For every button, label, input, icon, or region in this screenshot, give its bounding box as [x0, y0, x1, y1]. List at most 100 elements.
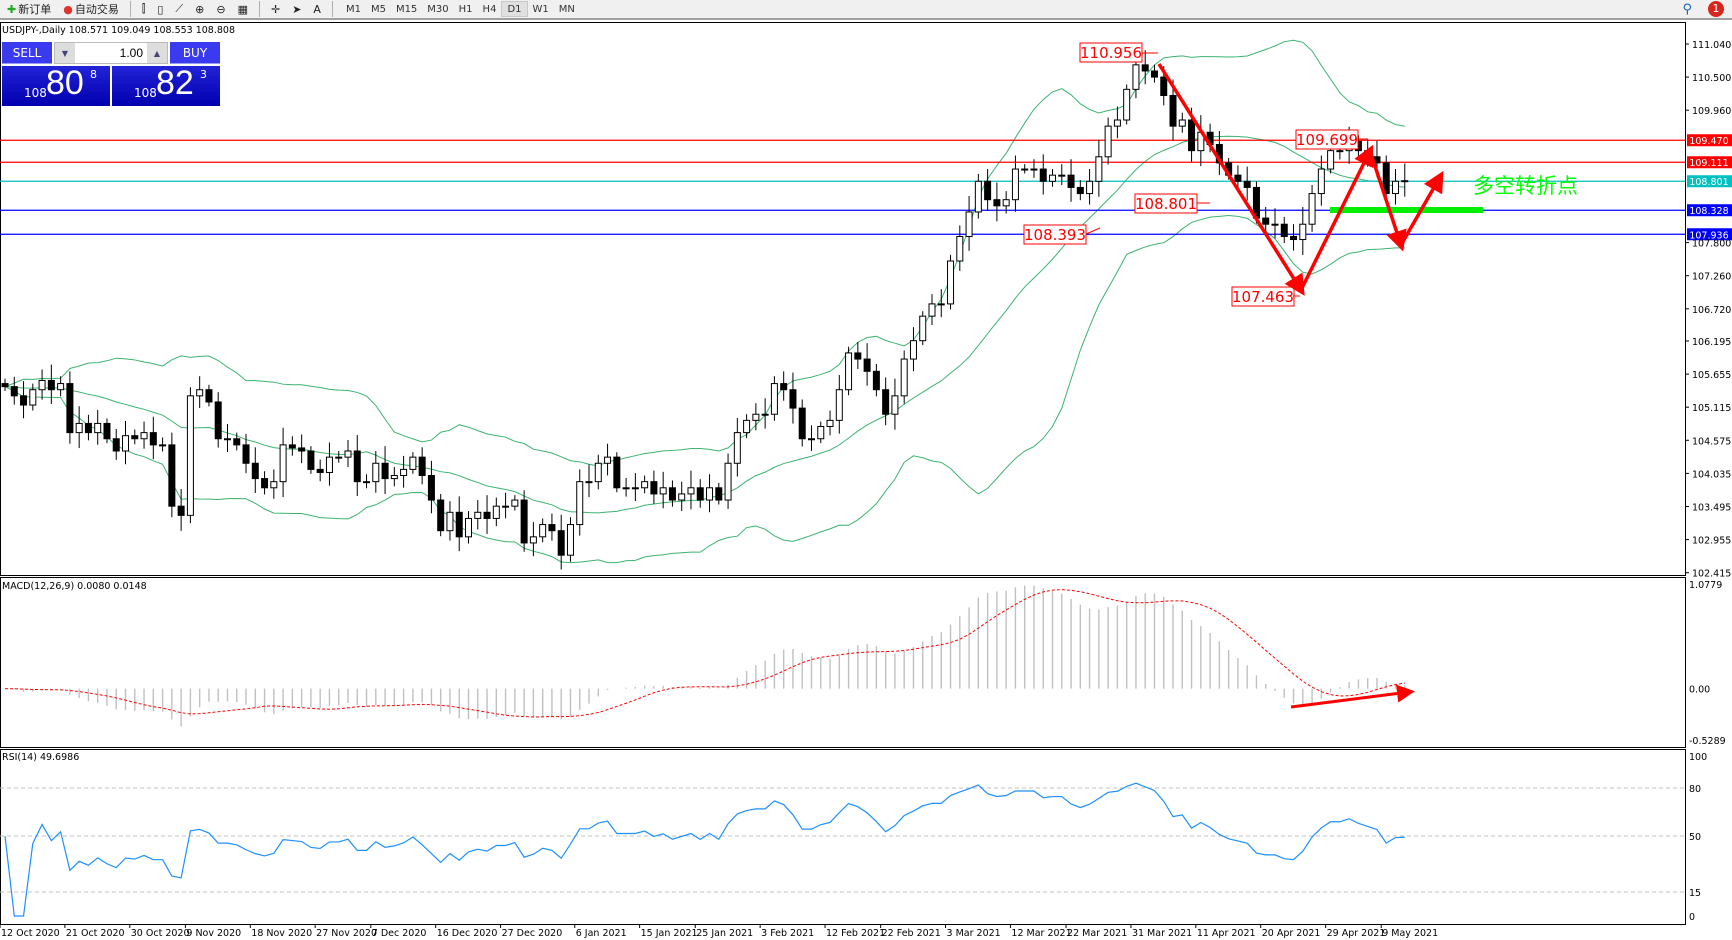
candle: [733, 417, 741, 477]
candle-body: [492, 505, 500, 519]
price-axis-label: 106.720: [1692, 305, 1731, 316]
timeframe-m15[interactable]: M15: [395, 3, 418, 15]
candle-body: [251, 462, 259, 480]
candle: [196, 376, 204, 408]
decrease-lot-button[interactable]: ▼: [55, 43, 75, 63]
price-axis-label: 107.260: [1692, 272, 1731, 283]
date-axis-label: 15 Jan 2021: [641, 928, 698, 939]
candle-body: [372, 462, 380, 483]
macd-axis-label: 1.0779: [1689, 580, 1722, 591]
macd-label: MACD(12,26,9) 0.0080 0.0148: [2, 581, 147, 592]
candle: [1076, 180, 1084, 201]
buy-button[interactable]: BUY: [170, 42, 220, 64]
date-axis-label: 18 Nov 2020: [251, 928, 312, 939]
candle: [1262, 207, 1270, 235]
candle: [502, 492, 510, 519]
cursor-button[interactable]: ➤: [292, 2, 302, 16]
notification-badge[interactable]: 1: [1708, 1, 1724, 17]
timeframe-w1[interactable]: W1: [532, 3, 549, 15]
line-chart-button[interactable]: ⟋: [175, 2, 184, 15]
candle-body: [1058, 174, 1066, 177]
candle: [242, 433, 250, 474]
rsi-axis-label: 15: [1689, 888, 1701, 899]
candle-body: [1299, 223, 1307, 241]
bb-lower: [4, 214, 1405, 564]
timeframe-m30[interactable]: M30: [427, 3, 449, 15]
timeframe-mn[interactable]: MN: [558, 3, 575, 15]
candle-body: [112, 438, 120, 452]
candle: [10, 376, 18, 405]
candle: [131, 429, 139, 445]
sell-price[interactable]: 108 80 8: [2, 64, 110, 106]
price-tag-label: 107.936: [1689, 230, 1728, 241]
macd-signal-line: [4, 589, 1405, 718]
date-axis-label: 21 Oct 2020: [66, 928, 125, 939]
candle-body: [1262, 217, 1270, 225]
candle-body: [613, 456, 621, 489]
candle: [789, 372, 797, 424]
candle-body: [1067, 174, 1075, 188]
tile-windows-button[interactable]: ▦: [237, 2, 248, 16]
price-tag-label: 109.470: [1689, 136, 1728, 147]
zoom-in-button[interactable]: ⊕: [195, 2, 205, 16]
candle: [817, 421, 825, 444]
candle: [520, 490, 528, 552]
candle: [1113, 106, 1121, 139]
candle-body: [659, 487, 667, 495]
crosshair-button[interactable]: ✛: [270, 2, 281, 16]
candle-body: [1076, 186, 1084, 195]
candle: [566, 517, 574, 562]
trend-arrow: [1299, 144, 1374, 291]
candle: [233, 432, 241, 451]
candle: [882, 377, 890, 426]
candle-body: [186, 395, 194, 516]
candle-body: [1002, 199, 1010, 207]
new-order-button[interactable]: ✚ 新订单: [7, 2, 52, 17]
timeframe-h1[interactable]: H1: [458, 3, 473, 15]
search-icon[interactable]: ⚲: [1682, 1, 1692, 17]
candle-body: [1123, 88, 1131, 121]
date-axis-label: 12 Feb 2021: [826, 928, 885, 939]
zoom-out-button[interactable]: ⊖: [216, 2, 226, 16]
auto-trading-button[interactable]: ● 自动交易: [63, 2, 119, 17]
date-axis-label: 6 Jan 2021: [576, 928, 627, 939]
candle-body: [668, 487, 676, 501]
bar-chart-button[interactable]: ⫿: [141, 2, 146, 15]
timeframe-m1[interactable]: M1: [345, 3, 361, 15]
price-axis-label: 107.800: [1692, 239, 1731, 250]
candle-body: [1104, 125, 1112, 158]
timeframe-d1[interactable]: D1: [501, 1, 528, 17]
timeframe-m5[interactable]: M5: [370, 3, 386, 15]
candle: [974, 173, 982, 219]
candle-body: [10, 386, 18, 397]
buy-price[interactable]: 108 82 3: [112, 64, 220, 106]
candle-body: [1327, 150, 1335, 170]
candle-body: [483, 511, 491, 519]
candle: [585, 464, 593, 498]
lot-input[interactable]: [75, 46, 147, 60]
candle-body: [465, 517, 472, 538]
candle-body: [223, 438, 231, 441]
text-tool-button[interactable]: A: [313, 2, 321, 16]
candle: [1141, 50, 1149, 85]
candle: [743, 414, 751, 439]
timeframe-h4[interactable]: H4: [482, 3, 497, 15]
candle-body: [1049, 174, 1057, 182]
rsi-axis-label: 80: [1689, 784, 1701, 795]
candlestick-button[interactable]: ▯: [157, 2, 164, 16]
sell-button[interactable]: SELL: [2, 42, 52, 64]
candle: [937, 289, 945, 318]
candle: [863, 343, 871, 386]
candle: [1327, 145, 1335, 174]
turning-point-bar: [1330, 207, 1483, 213]
increase-lot-button[interactable]: ▲: [147, 43, 167, 63]
candle-body: [390, 475, 398, 480]
date-axis-label: 12 Oct 2020: [1, 928, 60, 939]
candle-body: [807, 438, 815, 441]
candle-body: [1234, 174, 1242, 182]
candle-body: [724, 462, 732, 501]
candle-body: [1290, 235, 1298, 241]
candle-body: [409, 456, 417, 470]
candle-body: [520, 499, 528, 544]
